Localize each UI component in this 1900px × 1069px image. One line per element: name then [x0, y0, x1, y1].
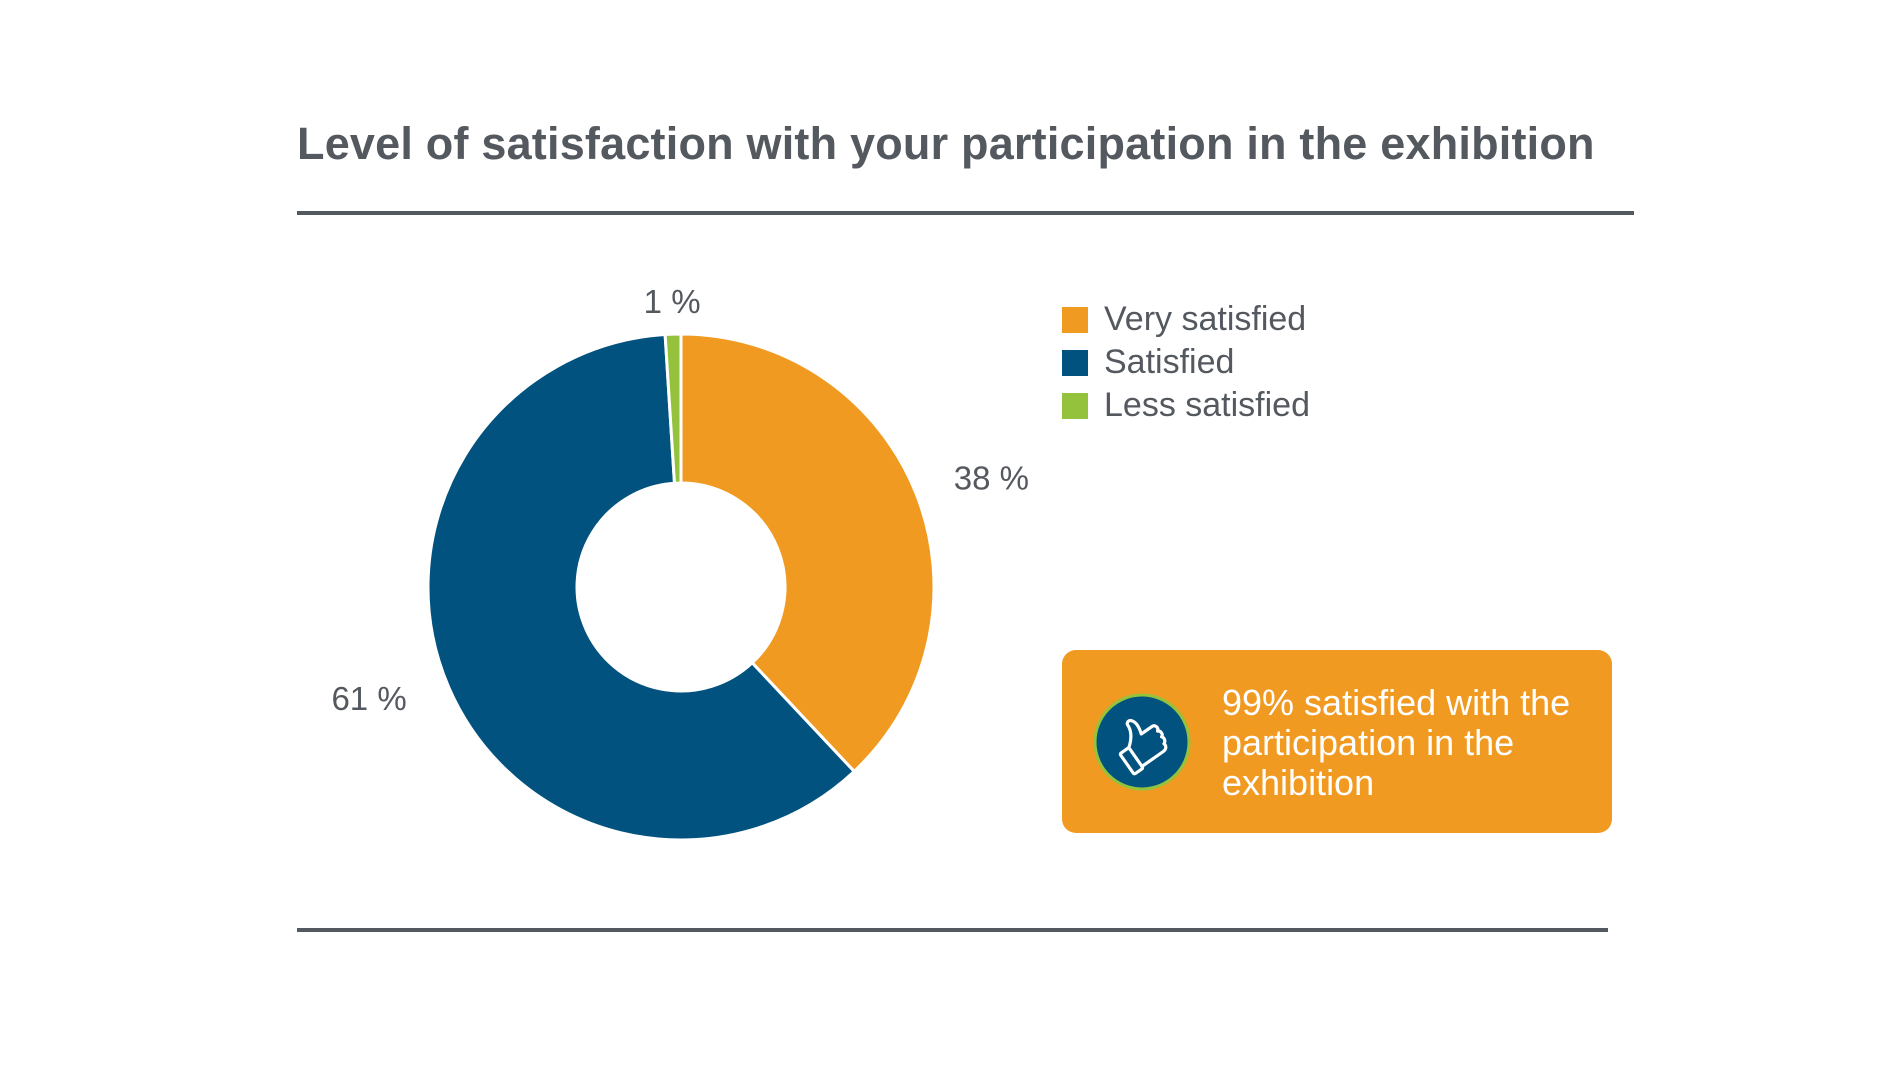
- data-label-less-satisfied: 1 %: [644, 283, 701, 320]
- callout-text: 99% satisfied with the participation in …: [1222, 682, 1571, 803]
- legend-swatch: [1062, 306, 1088, 333]
- data-label-very-satisfied: 38 %: [954, 460, 1029, 497]
- thumbs-up-icon: [1093, 693, 1191, 791]
- legend-label: Very satisfied: [1104, 300, 1307, 338]
- chart-title: Level of satisfaction with your particip…: [297, 118, 1595, 169]
- legend-item-very-satisfied: Very satisfied: [1062, 298, 1310, 341]
- legend-item-satisfied: Satisfied: [1062, 341, 1310, 384]
- slice-very-satisfied: [679, 332, 936, 774]
- top-divider: [297, 211, 1634, 215]
- slice-satisfied: [426, 332, 857, 842]
- legend-swatch: [1062, 349, 1088, 376]
- legend-label: Satisfied: [1104, 343, 1235, 381]
- bottom-divider: [297, 928, 1608, 932]
- legend: Very satisfied Satisfied Less satisfied: [1062, 298, 1310, 427]
- slice-less-satisfied: [663, 332, 683, 485]
- legend-swatch: [1062, 392, 1088, 419]
- legend-item-less-satisfied: Less satisfied: [1062, 384, 1310, 427]
- data-label-satisfied: 61 %: [331, 680, 406, 717]
- legend-label: Less satisfied: [1104, 386, 1310, 424]
- summary-callout: 99% satisfied with the participation in …: [1062, 650, 1612, 833]
